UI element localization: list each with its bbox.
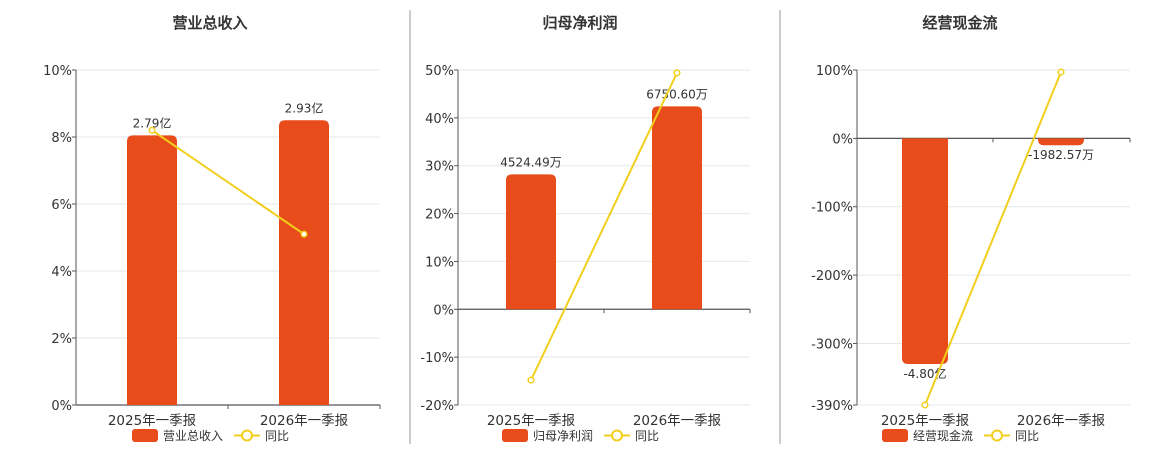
legend-bar-label: 归母净利润 (533, 429, 593, 443)
chart-title: 营业总收入 (172, 14, 247, 32)
x-category-label: 2025年一季报 (108, 413, 196, 429)
legend-bar-label: 经营现金流 (913, 428, 973, 443)
x-category-label: 2026年一季报 (260, 413, 348, 429)
x-category-label: 2026年一季报 (1017, 413, 1105, 429)
yoy-line (530, 72, 678, 381)
bar (127, 135, 177, 405)
x-category-label: 2025年一季报 (487, 413, 575, 429)
y-tick-label: -100% (811, 201, 853, 216)
chart-title: 归母净利润 (542, 14, 617, 32)
yoy-point (1057, 68, 1065, 76)
yoy-line (924, 71, 1062, 406)
bar-data-label: 4524.49万 (500, 155, 562, 169)
bar-data-label: 2.79亿 (133, 115, 172, 130)
bar (1038, 138, 1084, 146)
bar-data-label: 6750.60万 (646, 87, 708, 101)
y-tick-label: 10% (43, 64, 72, 79)
yoy-point (673, 69, 681, 77)
bar (279, 120, 329, 405)
y-tick-label: 30% (425, 160, 454, 175)
legend-line-label: 同比 (635, 429, 659, 443)
legend-bar-label: 营业总收入 (163, 429, 223, 443)
y-tick-label: -200% (811, 269, 853, 284)
yoy-point (148, 126, 156, 134)
y-tick-label: 4% (51, 265, 72, 280)
y-tick-label: 40% (425, 112, 454, 127)
legend-line-label: 同比 (1015, 429, 1039, 443)
y-tick-label: 50% (425, 64, 454, 79)
y-tick-label: 2% (51, 332, 72, 347)
y-tick-label: 8% (51, 131, 72, 146)
legend-line-marker (611, 429, 623, 442)
bar (506, 174, 556, 310)
y-tick-label: -390% (811, 399, 853, 414)
x-category-label: 2026年一季报 (633, 413, 721, 429)
bar-data-label: 2.93亿 (285, 100, 324, 115)
bar-data-label: -1982.57万 (1028, 148, 1094, 162)
legend-line-marker (241, 429, 253, 442)
y-tick-label: 0% (832, 132, 853, 147)
y-tick-label: 0% (51, 399, 72, 414)
yoy-line (151, 129, 305, 235)
y-tick-label: -20% (420, 399, 454, 414)
y-tick-label: 100% (816, 64, 853, 79)
legend-bar-swatch (132, 429, 158, 442)
y-tick-label: -10% (420, 351, 454, 366)
y-tick-label: 20% (425, 208, 454, 223)
legend-bar-swatch (882, 429, 908, 442)
legend-bar-swatch (502, 429, 528, 442)
y-tick-label: 10% (425, 255, 454, 270)
y-tick-label: -300% (811, 337, 853, 352)
legend-line-marker (991, 429, 1003, 442)
yoy-point (300, 230, 308, 238)
y-tick-label: 6% (51, 198, 72, 213)
y-tick-label: 0% (433, 303, 454, 318)
bar (652, 106, 702, 310)
yoy-point (921, 401, 929, 409)
x-category-label: 2025年一季报 (881, 413, 969, 429)
legend-line-label: 同比 (265, 429, 289, 443)
chart-title: 经营现金流 (922, 14, 997, 32)
yoy-point (527, 376, 535, 384)
bar (902, 138, 948, 364)
